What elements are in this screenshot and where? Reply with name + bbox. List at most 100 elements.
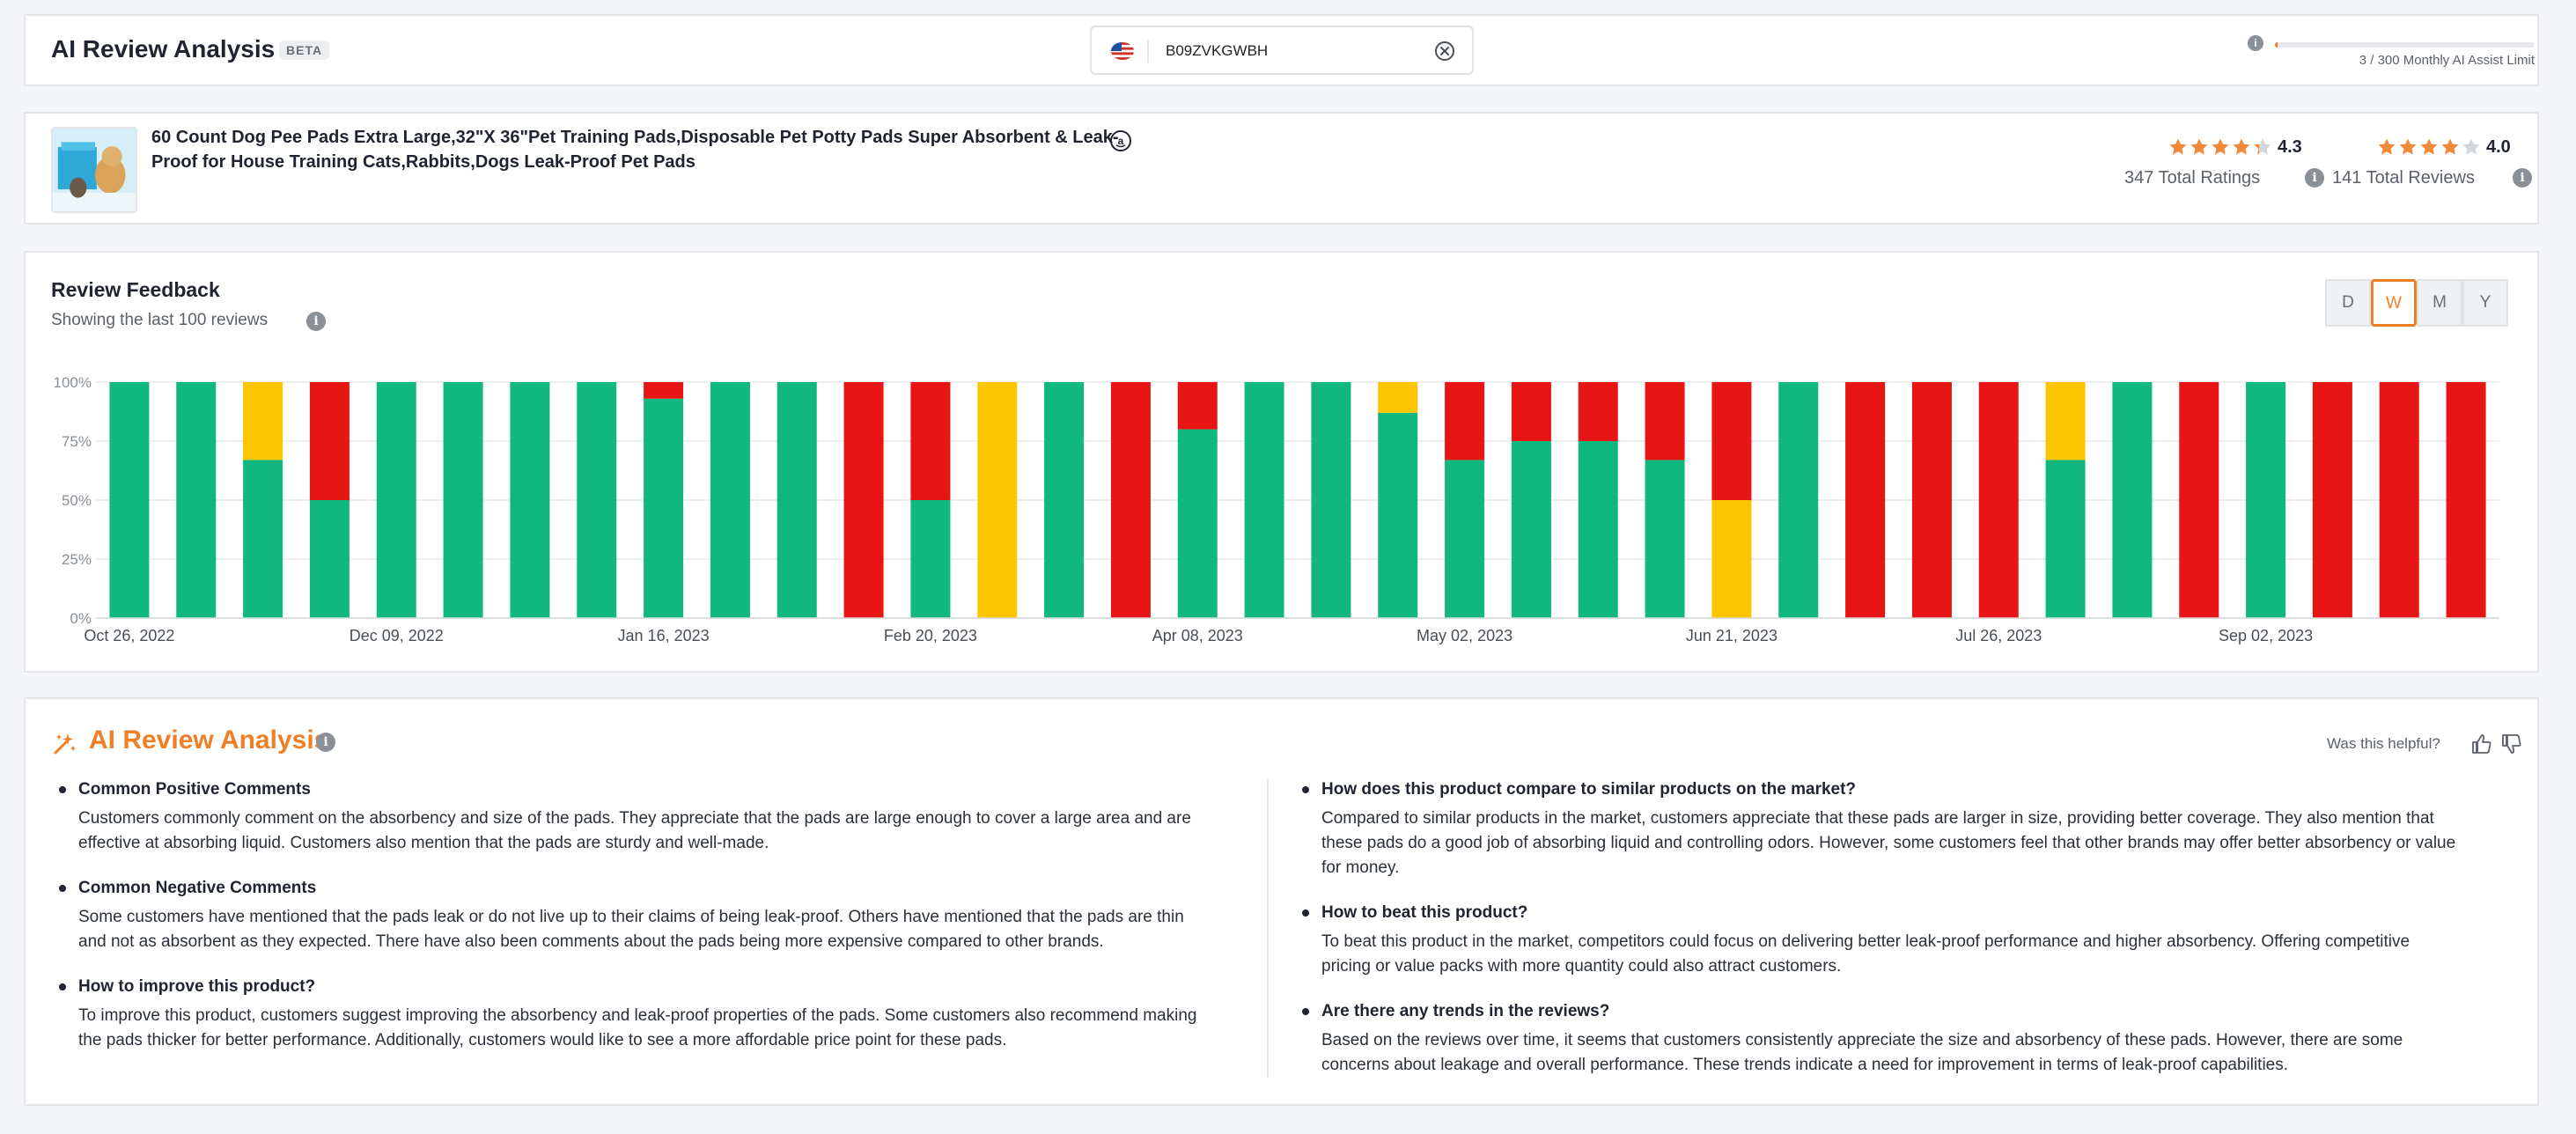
bar-negative[interactable] (843, 382, 884, 618)
bar-positive[interactable] (176, 382, 217, 618)
review-feedback-chart: 0% 25% 50% 75% 100% Oct 26, 2022 Dec 09, 2022 J… (54, 374, 2499, 644)
bar-positive[interactable] (243, 460, 283, 618)
bar-positive[interactable] (1378, 412, 1418, 618)
reviews-star-icon (2420, 138, 2438, 155)
y-tick-label: 100% (54, 374, 92, 391)
bar-positive[interactable] (776, 382, 817, 618)
bar-negative[interactable] (1845, 382, 1886, 618)
thumbs-down-icon[interactable] (2500, 733, 2523, 755)
x-tick-label: Oct 26, 2022 (84, 627, 174, 644)
ai-analysis-card: AI Review Analysis i Was this helpful? C… (24, 697, 2539, 1106)
x-tick-label: Sep 02, 2023 (2219, 627, 2313, 644)
analysis-right-column: How does this product compare to similar… (1295, 778, 2457, 1099)
bar-negative[interactable] (910, 382, 951, 500)
bar-positive[interactable] (1244, 382, 1284, 618)
feedback-info-icon[interactable]: i (306, 312, 326, 331)
analysis-answer: Compared to similar products in the mark… (1321, 809, 2456, 877)
bar-negative[interactable] (1645, 382, 1685, 460)
analysis-item: How to beat this product? To beat this pr… (1295, 902, 2457, 979)
bar-neutral[interactable] (977, 382, 1018, 618)
column-divider (1267, 778, 1269, 1078)
bar-positive[interactable] (644, 398, 684, 618)
period-button-w[interactable]: W (2371, 279, 2417, 327)
bar-positive[interactable] (376, 382, 416, 618)
asin-input[interactable] (1166, 36, 1430, 66)
reviews-info-icon[interactable]: i (2513, 168, 2532, 188)
bar-neutral[interactable] (1711, 500, 1752, 618)
bar-positive[interactable] (109, 382, 150, 618)
bar-negative[interactable] (1578, 382, 1618, 441)
bar-negative[interactable] (2179, 382, 2219, 618)
beta-badge: BETA (279, 40, 330, 60)
ratings-star-icon (2254, 138, 2271, 155)
ratings-info-icon[interactable]: i (2305, 168, 2324, 188)
svg-text:a: a (1118, 135, 1124, 147)
bar-negative[interactable] (2379, 382, 2419, 618)
period-button-y[interactable]: Y (2462, 279, 2508, 327)
info-icon[interactable]: i (2248, 35, 2263, 51)
x-tick-label: Dec 09, 2022 (350, 627, 444, 644)
us-flag-icon[interactable] (1111, 42, 1134, 60)
bar-positive[interactable] (2112, 382, 2153, 618)
bar-positive[interactable] (910, 500, 951, 618)
y-tick-label: 0% (70, 610, 92, 627)
bar-neutral[interactable] (2045, 382, 2086, 460)
period-button-d[interactable]: D (2325, 279, 2371, 327)
product-thumbnail[interactable] (51, 127, 137, 213)
total-ratings-label: 347 Total Ratings (2124, 168, 2261, 188)
product-title[interactable]: 60 Count Dog Pee Pads Extra Large,32"X 3… (151, 128, 1119, 172)
period-button-m[interactable]: M (2417, 279, 2462, 327)
analysis-item: Common Negative Comments Some customers h… (52, 877, 1214, 954)
thumbs-up-icon[interactable] (2470, 733, 2493, 755)
bar-negative[interactable] (2446, 382, 2486, 618)
bar-positive[interactable] (309, 500, 350, 618)
analysis-answer: Some customers have mentioned that the p… (78, 908, 1184, 951)
bar-positive[interactable] (1044, 382, 1085, 618)
bar-positive[interactable] (1177, 429, 1218, 618)
bar-negative[interactable] (1177, 382, 1218, 430)
ratings-stars (2168, 137, 2272, 157)
bar-neutral[interactable] (243, 382, 283, 460)
reviews-stars (2377, 137, 2481, 157)
bar-positive[interactable] (510, 382, 550, 618)
bar-positive[interactable] (1778, 382, 1819, 618)
helpful-label: Was this helpful? (2327, 735, 2440, 752)
clear-icon[interactable] (1433, 40, 1456, 63)
sparkle-icon (54, 733, 76, 755)
reviews-star-icon (2399, 138, 2417, 155)
bar-negative[interactable] (1511, 382, 1551, 441)
bar-neutral[interactable] (1378, 382, 1418, 413)
analysis-answer: Customers commonly comment on the absorb… (78, 809, 1191, 852)
ratings-star-icon (2212, 138, 2229, 155)
bar-negative[interactable] (1711, 382, 1752, 500)
search-divider (1147, 40, 1149, 63)
bar-negative[interactable] (309, 382, 350, 500)
bar-positive[interactable] (1445, 460, 1485, 618)
bar-positive[interactable] (1311, 382, 1351, 618)
bar-positive[interactable] (1578, 441, 1618, 618)
x-tick-label: Apr 08, 2023 (1152, 627, 1243, 644)
ai-info-icon[interactable]: i (316, 733, 335, 752)
ratings-star-icon (2233, 138, 2250, 155)
bar-positive[interactable] (1511, 441, 1551, 618)
bar-positive[interactable] (2045, 460, 2086, 618)
product-card: 60 Count Dog Pee Pads Extra Large,32"X 3… (24, 112, 2539, 225)
bar-negative[interactable] (2312, 382, 2352, 618)
ratings-star-icon (2169, 138, 2187, 155)
bar-positive[interactable] (710, 382, 750, 618)
bar-positive[interactable] (1645, 460, 1685, 618)
bar-positive[interactable] (443, 382, 483, 618)
x-tick-label: Jul 26, 2023 (1955, 627, 2042, 644)
bar-negative[interactable] (1978, 382, 2019, 618)
asin-search-box[interactable] (1090, 26, 1474, 75)
bar-negative[interactable] (1445, 382, 1485, 460)
bar-negative[interactable] (1911, 382, 1952, 618)
x-tick-label: Jan 16, 2023 (618, 627, 710, 644)
amazon-icon[interactable]: a (1109, 129, 1132, 152)
bar-negative[interactable] (1110, 382, 1151, 618)
x-tick-label: Jun 21, 2023 (1686, 627, 1777, 644)
bar-negative[interactable] (644, 382, 684, 399)
bar-positive[interactable] (2246, 382, 2286, 618)
bar-positive[interactable] (577, 382, 617, 618)
